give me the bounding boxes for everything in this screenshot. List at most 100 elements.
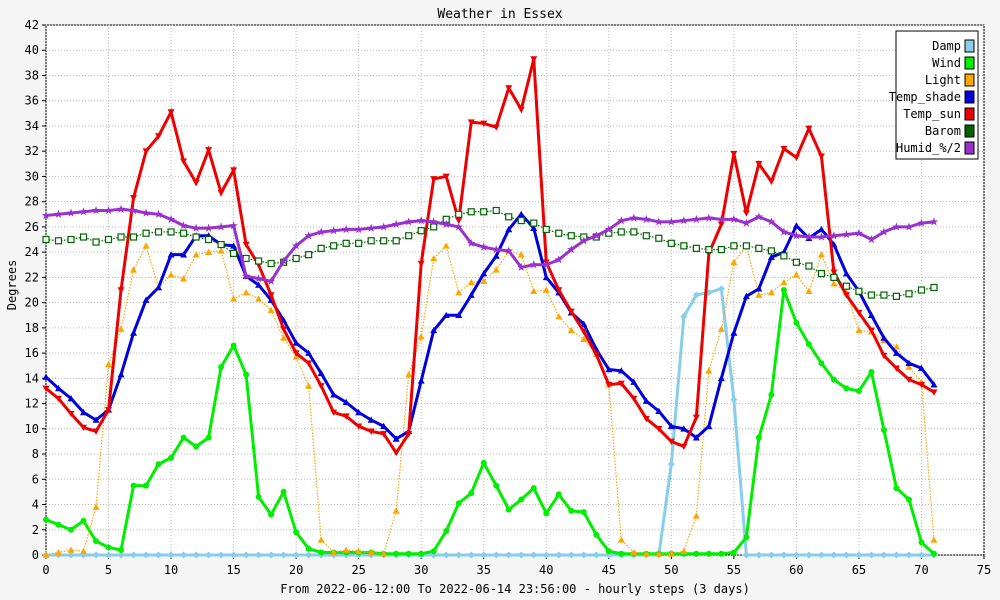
wind-point <box>318 549 325 556</box>
light-point <box>730 258 738 266</box>
light-point <box>342 546 350 553</box>
temp-sun-point <box>730 150 738 158</box>
humid-2-point <box>579 236 589 245</box>
temp-shade-point <box>455 311 463 319</box>
wind-point <box>305 545 312 552</box>
humid-2-point <box>441 219 451 229</box>
temp-shade-point <box>730 329 738 336</box>
wind-point <box>593 531 600 538</box>
y-tick-label: 30 <box>25 169 39 183</box>
x-tick-label: 25 <box>351 563 365 577</box>
damp-point <box>917 551 925 559</box>
light-point <box>780 278 788 286</box>
temp-sun-point <box>617 380 625 387</box>
light-point <box>680 547 688 555</box>
legend-label-temp-shade: Temp_shade <box>889 90 961 104</box>
damp-point <box>280 551 288 559</box>
wind-point <box>755 434 762 441</box>
damp-point <box>192 551 200 559</box>
x-tick-label: 30 <box>414 563 428 577</box>
barom-point <box>530 219 538 227</box>
light-point <box>242 289 250 296</box>
wind-point <box>855 387 862 394</box>
temp-shade-point <box>705 422 713 430</box>
barom-point <box>455 210 463 218</box>
temp-sun-point <box>555 287 563 294</box>
temp-shade-point <box>367 416 375 423</box>
light-point <box>117 325 125 332</box>
legend-label-damp: Damp <box>932 39 961 53</box>
wind-point <box>505 506 512 513</box>
temp-sun-point <box>930 389 938 396</box>
wind-point <box>493 482 500 489</box>
temp-shade-point <box>430 326 438 334</box>
damp-point <box>855 551 863 559</box>
humid-2-point <box>917 218 926 227</box>
temp-sun-point <box>167 109 175 116</box>
humid-2-point <box>366 223 376 232</box>
series-barom <box>42 206 938 300</box>
humid-2-point <box>54 209 63 218</box>
temp-shade-point <box>317 369 325 377</box>
barom-point <box>930 283 938 292</box>
barom-point <box>342 239 350 247</box>
humid-2-point <box>379 222 388 231</box>
damp-point <box>567 551 575 559</box>
damp-point <box>830 551 838 559</box>
humid-2-point <box>854 228 864 237</box>
wind-point <box>518 496 525 503</box>
x-tick-label: 75 <box>977 563 991 577</box>
temp-sun-point <box>330 409 338 416</box>
humid-2-point <box>179 221 188 230</box>
temp-sun-point <box>155 133 163 140</box>
humid-2-point <box>892 222 901 231</box>
temp-sun-point <box>717 221 725 228</box>
light-point <box>167 271 175 278</box>
y-tick-label: 38 <box>25 68 39 82</box>
series-temp-sun <box>42 56 938 457</box>
humid-2-point <box>529 260 539 269</box>
barom-point <box>880 291 888 299</box>
humid-2-point <box>792 231 801 240</box>
barom-point <box>255 257 263 265</box>
temp-shade-point <box>292 339 300 346</box>
wind-point <box>55 521 62 528</box>
y-tick-label: 22 <box>25 270 39 284</box>
barom-point <box>67 235 75 244</box>
temp-sun-point <box>55 395 63 403</box>
humid-2-point <box>354 224 363 234</box>
temp-shade-point <box>530 224 538 231</box>
damp-point <box>692 291 700 299</box>
temp-shade-point <box>117 371 125 378</box>
y-tick-label: 28 <box>25 195 39 209</box>
light-point <box>530 287 538 295</box>
barom-point <box>292 254 300 263</box>
temp-sun-point <box>67 410 75 418</box>
light-point <box>142 242 150 249</box>
barom-point <box>892 292 901 300</box>
wind-point <box>168 454 175 461</box>
y-tick-label: 18 <box>25 321 39 335</box>
humid-2-point <box>91 206 101 215</box>
light-point <box>567 326 575 334</box>
damp-point <box>130 551 138 559</box>
temp-shade-point <box>155 283 163 291</box>
temp-shade-point <box>630 378 638 385</box>
barom-point <box>555 229 563 237</box>
temp-shade-point <box>130 329 138 336</box>
humid-2-point <box>491 245 501 254</box>
light-point <box>692 512 700 519</box>
barom-point <box>79 233 88 241</box>
damp-point <box>480 551 488 559</box>
x-tick-label: 15 <box>226 563 240 577</box>
damp-point <box>117 551 125 559</box>
wind-point <box>80 517 87 524</box>
light-point <box>580 335 588 343</box>
light-point <box>655 550 663 557</box>
humid-2-point <box>516 262 526 271</box>
humid-2-point <box>279 256 288 265</box>
x-tick-label: 20 <box>289 563 303 577</box>
temp-shade-point <box>867 311 875 319</box>
humid-2-point <box>767 217 776 226</box>
temp-shade-point <box>342 398 350 406</box>
